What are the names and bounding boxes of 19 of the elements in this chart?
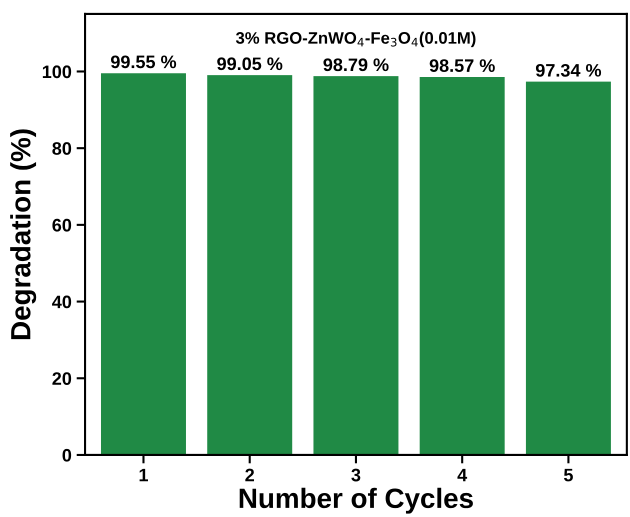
x-tick-label: 3: [351, 468, 360, 482]
y-tick-label: 80: [52, 142, 72, 155]
x-tick-label: 2: [245, 468, 254, 482]
y-tick-label: 0: [62, 448, 72, 462]
x-tick-label: 5: [564, 468, 573, 482]
data-label: 98.57 %: [430, 59, 495, 72]
y-axis-title: Degradation (%): [10, 129, 36, 340]
y-tick-label: 40: [52, 296, 72, 308]
y-tick-label: 100: [42, 65, 72, 78]
data-label: 98.79 %: [323, 58, 389, 72]
y-tick-label: 20: [52, 372, 72, 385]
y-tick-label: 60: [52, 218, 72, 232]
text: 3% RGO-ZnWO$_{4}$-Fe$_{3}$O$_{4}$(0.01M): [236, 32, 476, 48]
data-label: 99.55 %: [110, 55, 176, 68]
x-tick-label: 1: [140, 468, 148, 482]
data-label: 97.34 %: [536, 64, 602, 77]
data-label: 99.05 %: [217, 57, 282, 70]
x-tick-label: 4: [457, 468, 468, 482]
x-axis-title: Number of Cycles: [240, 488, 473, 514]
